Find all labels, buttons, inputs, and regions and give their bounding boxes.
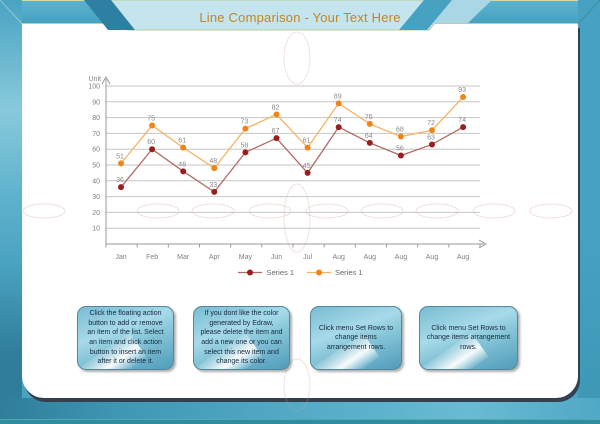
note-box-3: Click menu Set Rows to change items arra… bbox=[310, 306, 402, 370]
chart-legend: Series 1 Series 1 bbox=[0, 268, 600, 277]
legend-label: Series 1 bbox=[335, 268, 363, 277]
note-text: Click menu Set Rows to change items arra… bbox=[318, 324, 394, 351]
corner-miter-right bbox=[576, 0, 600, 26]
page-title: Line Comparison - Your Text Here bbox=[199, 10, 401, 25]
note-box-4: Click menu Set Rows to change items arra… bbox=[419, 306, 518, 370]
note-text: If you dont like the color generated by … bbox=[200, 310, 283, 366]
note-text: Click the floating action button to add … bbox=[87, 310, 164, 366]
note-box-1: Click the floating action button to add … bbox=[77, 306, 174, 370]
legend-item: Series 1 bbox=[306, 268, 363, 277]
frame-right-band bbox=[578, 0, 600, 424]
legend-item: Series 1 bbox=[237, 268, 294, 277]
legend-marker-icon bbox=[238, 269, 263, 276]
banner-left-fold-shape bbox=[84, 0, 135, 30]
note-box-2: If you dont like the color generated by … bbox=[193, 306, 290, 370]
frame-bottom-edge bbox=[0, 419, 600, 424]
corner-miter-left bbox=[0, 0, 24, 26]
legend-label: Series 1 bbox=[266, 268, 294, 277]
banner-right-light-shape bbox=[430, 0, 492, 23]
banner-right-fold-shape bbox=[399, 0, 452, 30]
frame-left-band bbox=[0, 0, 22, 424]
legend-marker-icon bbox=[307, 269, 331, 276]
title-banner bbox=[0, 0, 600, 31]
note-text: Click menu Set Rows to change items arra… bbox=[426, 324, 511, 351]
